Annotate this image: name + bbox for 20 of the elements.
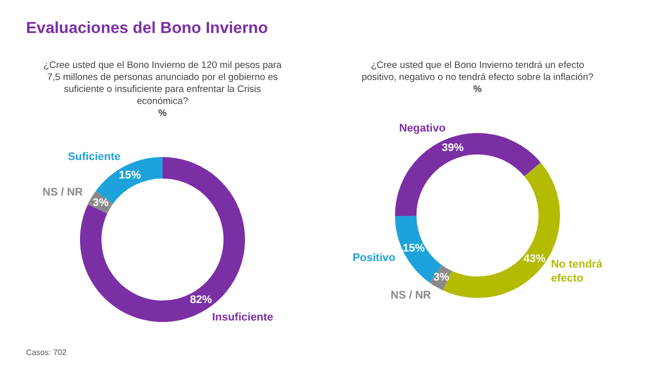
data-label: 82% [190,294,212,306]
data-label: 15% [402,242,425,255]
slice-label: NS / NR [42,186,83,198]
chart-title: Evaluaciones del Bono Invierno [26,20,268,38]
slice-label: Negativo [399,122,446,135]
data-label: 43% [524,253,546,266]
data-label: 3% [433,272,450,284]
slice-label: No tendrá efecto [550,258,604,285]
slice-label: NS / NR [390,289,432,302]
text: % [157,108,168,119]
text: % [472,84,483,95]
slice-label: Positivo [352,252,396,264]
data-label: 15% [118,170,142,182]
chart-subtitle: ¿Cree usted que el Bono Invierno de 120 mil pesos para 7,5 millones de personas anunciado por el gobierno es suficiente o insuficiente para enfrentar la Crisis económica? [42,60,283,108]
data-label: 39% [442,142,464,154]
text: Casos: 702 [26,348,66,357]
slice-label: Suficiente [68,151,121,164]
data-label: 3% [92,196,109,209]
slice-label: Insuficiente [212,312,274,324]
chart-subtitle: ¿Cree usted que el Bono Invierno tendrá un efecto positivo, negativo o no tendrá efecto sobre la inflación? [360,60,594,84]
